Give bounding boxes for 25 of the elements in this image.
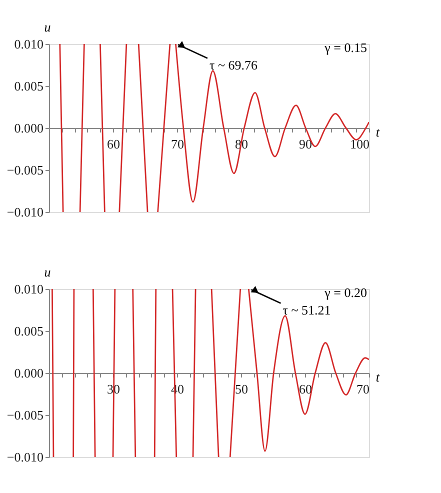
y-tick-label: 0.005 (14, 78, 44, 94)
x-tick-label: 60 (299, 382, 312, 396)
x-axis-title: t (376, 124, 380, 140)
x-tick-label: 50 (235, 382, 248, 396)
x-tick-label: 70 (171, 136, 184, 152)
y-tick-label: 0.010 (14, 36, 44, 52)
annotation: τ ~ 51.21 (282, 302, 331, 318)
annotation: τ ~ 69.76 (209, 57, 258, 72)
y-tick-label: −0.005 (6, 408, 44, 422)
y-tick-label: 0.005 (14, 324, 44, 338)
y-tick-label: 0.010 (14, 282, 44, 296)
annotation: γ = 0.15 (324, 40, 367, 55)
y-axis-title: u (44, 20, 52, 34)
y-tick-label: 0.000 (14, 120, 44, 136)
y-tick-label: −0.005 (6, 162, 44, 178)
x-tick-label: 90 (299, 136, 312, 152)
x-axis-title: t (376, 370, 380, 384)
x-tick-label: 70 (356, 382, 370, 396)
y-tick-label: 0.000 (14, 366, 44, 380)
y-tick-label: −0.010 (6, 450, 44, 464)
y-axis-title: u (44, 264, 52, 280)
x-tick-label: 60 (107, 136, 120, 152)
y-tick-label: −0.010 (6, 204, 44, 220)
annotation: γ = 0.20 (324, 285, 367, 300)
x-tick-label: 100 (350, 136, 370, 152)
